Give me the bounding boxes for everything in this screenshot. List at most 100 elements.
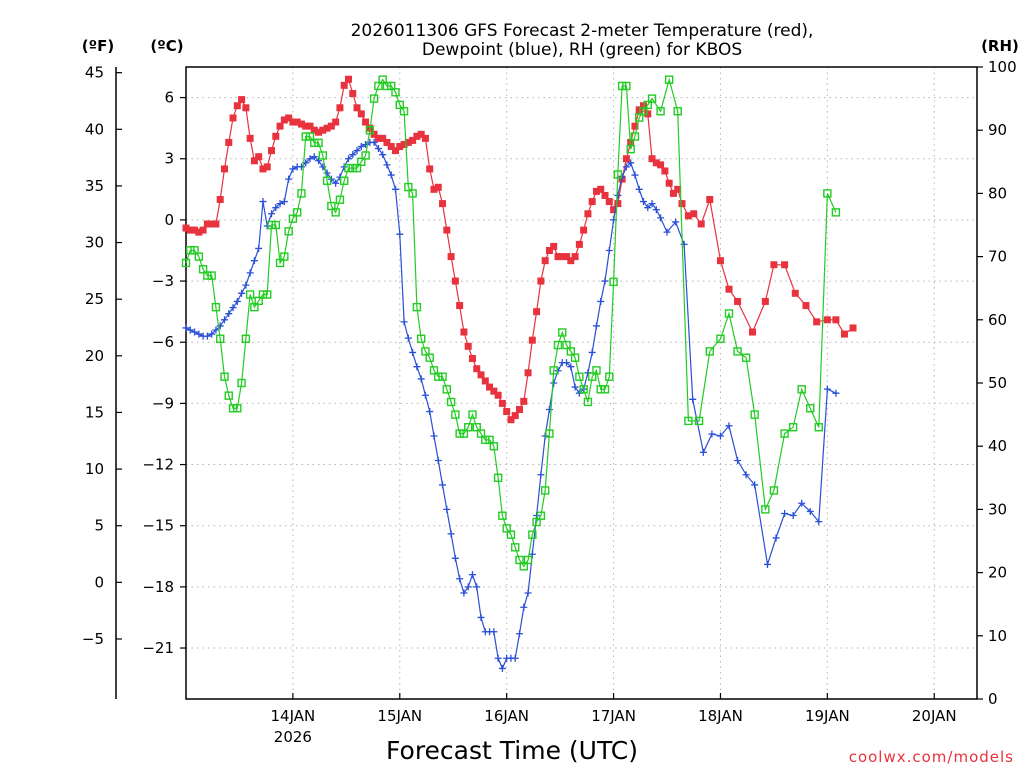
rh-point	[408, 189, 417, 198]
rh-point	[275, 258, 285, 268]
temperature-point	[473, 365, 481, 373]
temperature-point	[520, 397, 528, 405]
temperature-point	[563, 253, 571, 261]
rh-point	[318, 151, 328, 160]
rh-point	[442, 385, 452, 394]
dewpoint-point	[212, 326, 220, 334]
dewpoint-point	[250, 257, 258, 265]
celsius-tick-label: 3	[164, 150, 174, 168]
temperature-point	[392, 147, 400, 155]
temperature-point	[498, 399, 506, 407]
temperature-point	[770, 261, 778, 269]
rh-point	[434, 372, 443, 381]
temperature-point	[468, 355, 476, 363]
x-tick-label: 16JAN	[484, 707, 529, 725]
temperature-point	[614, 200, 622, 208]
temperature-point	[302, 122, 310, 130]
rh-point	[600, 385, 610, 394]
dewpoint-point	[477, 613, 485, 621]
rh-point	[528, 530, 537, 539]
temperature-point	[255, 153, 263, 161]
rh-point	[750, 410, 759, 419]
temperature-point	[212, 220, 220, 228]
rh-point	[378, 75, 387, 84]
rh-point	[305, 132, 315, 141]
rh-point	[519, 562, 528, 571]
dewpoint-point	[537, 471, 545, 479]
rh-point	[263, 290, 272, 299]
x-tick-label: 19JAN	[805, 707, 850, 725]
rh-point	[331, 208, 340, 217]
temperature-point	[524, 369, 532, 377]
rh-point	[489, 442, 499, 451]
rh-point	[190, 246, 199, 255]
dewpoint-point	[439, 481, 447, 489]
rh-tick-label: 10	[988, 627, 1007, 645]
dewpoint-point	[413, 363, 421, 371]
rh-point	[575, 372, 584, 381]
rh-point	[211, 302, 221, 312]
rh-point	[322, 176, 332, 185]
dewpoint-point	[456, 575, 464, 583]
rh-point	[498, 511, 507, 520]
fahrenheit-tick-label: 25	[85, 290, 104, 308]
dewpoint-point	[289, 165, 297, 173]
dewpoint-point	[246, 269, 254, 277]
rh-point	[365, 125, 375, 135]
temperature-point	[840, 330, 848, 338]
temperature-point	[242, 104, 250, 112]
temperature-point	[635, 106, 643, 114]
rh-point	[596, 385, 605, 394]
temperature-point	[588, 198, 596, 206]
dewpoint-point	[195, 330, 203, 338]
celsius-unit-label: (ºC)	[150, 37, 183, 55]
dewpoint-point	[447, 530, 455, 538]
rh-point	[558, 328, 567, 337]
dewpoint-point	[639, 198, 647, 206]
temperature-point	[229, 114, 237, 122]
dewpoint-point	[434, 456, 442, 464]
dewpoint-point	[652, 206, 660, 214]
dewpoint-point	[186, 326, 194, 334]
temperature-point	[511, 412, 519, 420]
rh-point	[348, 163, 357, 173]
dewpoint-point	[554, 367, 562, 375]
rh-point	[446, 397, 456, 407]
x-tick-label: 17JAN	[591, 707, 636, 725]
dewpoint-point	[516, 630, 524, 638]
dewpoint-point	[494, 654, 502, 662]
rh-point	[613, 170, 623, 179]
rh-point	[327, 201, 336, 211]
chart-title-line-1: 2026011306 GFS Forecast 2-meter Temperat…	[351, 21, 814, 41]
temperature-point	[575, 240, 583, 248]
temperature-point	[404, 138, 412, 146]
temperature-point	[791, 289, 799, 297]
temperature-point	[289, 118, 297, 126]
temperature-point	[336, 104, 344, 112]
series-line	[185, 77, 837, 568]
temperature-point	[761, 297, 769, 305]
dewpoint-point	[644, 204, 652, 212]
temperature-point	[477, 371, 485, 379]
temperature-point	[460, 328, 468, 336]
temperature-point	[652, 159, 660, 167]
rh-point	[301, 132, 310, 141]
rh-point	[416, 334, 426, 343]
temperature-point	[678, 200, 686, 208]
rh-point	[399, 107, 409, 116]
temperature-point	[216, 196, 224, 204]
temperature-point	[370, 130, 378, 138]
dewpoint-point	[417, 375, 425, 383]
temperature-point	[285, 114, 293, 122]
dewpoint-point	[327, 175, 335, 183]
dewpoint-point	[742, 471, 750, 479]
rh-point	[664, 75, 674, 84]
rh-point	[203, 271, 212, 280]
rh-point	[459, 429, 469, 438]
temperature-point	[813, 318, 821, 326]
axes: 630−3−6−9−12−15−18−21454035302520151050−…	[82, 58, 1017, 746]
rh-point	[733, 347, 742, 356]
temperature-point	[195, 228, 203, 236]
rh-point	[532, 517, 541, 527]
rh-point	[485, 435, 494, 445]
